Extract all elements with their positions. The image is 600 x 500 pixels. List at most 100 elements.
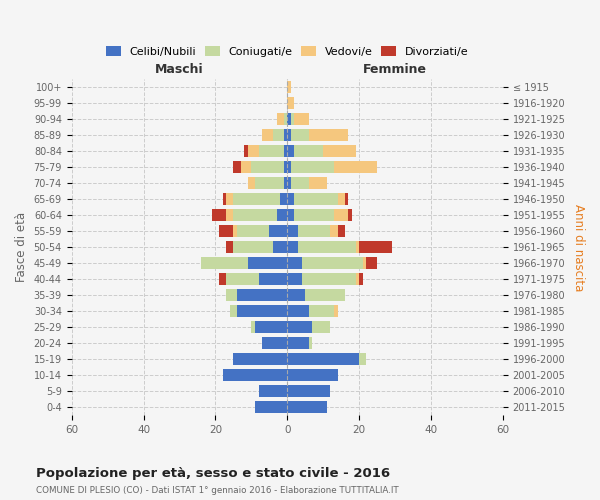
Bar	[277, 114, 284, 126]
Bar	[302, 258, 363, 270]
Bar	[323, 146, 356, 158]
Bar	[248, 178, 255, 190]
Bar	[287, 162, 291, 173]
Bar	[287, 114, 291, 126]
Bar	[284, 178, 287, 190]
Bar	[233, 162, 241, 173]
Bar	[233, 194, 280, 205]
Bar	[359, 242, 392, 254]
Bar	[295, 146, 323, 158]
Bar	[356, 242, 359, 254]
Bar	[284, 130, 287, 141]
Bar	[298, 226, 331, 237]
Bar	[367, 258, 377, 270]
Bar	[309, 178, 327, 190]
Bar	[237, 306, 287, 318]
Bar	[226, 274, 259, 285]
Bar	[334, 162, 377, 173]
Bar	[305, 290, 345, 302]
Bar	[248, 146, 259, 158]
Bar	[359, 274, 363, 285]
Bar	[287, 338, 309, 349]
Bar	[287, 370, 338, 382]
Bar	[233, 226, 237, 237]
Bar	[251, 322, 255, 334]
Bar	[295, 114, 309, 126]
Bar	[255, 322, 287, 334]
Bar	[226, 290, 237, 302]
Bar	[201, 258, 248, 270]
Bar	[291, 130, 309, 141]
Bar	[244, 146, 248, 158]
Bar	[309, 338, 313, 349]
Bar	[284, 114, 287, 126]
Bar	[356, 274, 359, 285]
Bar	[313, 322, 331, 334]
Bar	[363, 258, 367, 270]
Bar	[284, 146, 287, 158]
Bar	[287, 146, 295, 158]
Bar	[345, 194, 349, 205]
Bar	[287, 274, 302, 285]
Bar	[233, 210, 277, 222]
Bar	[287, 306, 309, 318]
Bar	[226, 242, 233, 254]
Bar	[287, 210, 295, 222]
Bar	[309, 130, 349, 141]
Bar	[280, 194, 287, 205]
Bar	[349, 210, 352, 222]
Bar	[237, 290, 287, 302]
Bar	[287, 290, 305, 302]
Bar	[212, 210, 226, 222]
Bar	[338, 226, 345, 237]
Bar	[248, 258, 287, 270]
Bar	[259, 274, 287, 285]
Bar	[359, 354, 367, 366]
Bar	[230, 306, 237, 318]
Bar	[269, 226, 287, 237]
Bar	[262, 338, 287, 349]
Bar	[287, 354, 359, 366]
Bar	[219, 274, 226, 285]
Bar	[287, 258, 302, 270]
Bar	[295, 194, 338, 205]
Bar	[287, 226, 298, 237]
Bar	[284, 162, 287, 173]
Bar	[255, 402, 287, 413]
Bar	[287, 194, 295, 205]
Bar	[331, 226, 338, 237]
Bar	[291, 178, 309, 190]
Bar	[287, 82, 291, 94]
Text: Femmine: Femmine	[363, 63, 427, 76]
Bar	[287, 242, 298, 254]
Bar	[334, 306, 338, 318]
Bar	[262, 130, 273, 141]
Bar	[273, 130, 284, 141]
Bar	[259, 386, 287, 398]
Bar	[273, 242, 287, 254]
Bar	[334, 210, 349, 222]
Bar	[277, 210, 287, 222]
Bar	[226, 210, 233, 222]
Y-axis label: Fasce di età: Fasce di età	[15, 212, 28, 282]
Text: Maschi: Maschi	[155, 63, 204, 76]
Bar	[223, 370, 287, 382]
Bar	[287, 386, 331, 398]
Bar	[233, 354, 287, 366]
Bar	[287, 322, 313, 334]
Bar	[226, 194, 233, 205]
Bar	[233, 242, 273, 254]
Bar	[287, 130, 291, 141]
Legend: Celibi/Nubili, Coniugati/e, Vedovi/e, Divorziati/e: Celibi/Nubili, Coniugati/e, Vedovi/e, Di…	[102, 42, 473, 61]
Y-axis label: Anni di nascita: Anni di nascita	[572, 204, 585, 291]
Bar	[259, 146, 284, 158]
Text: COMUNE DI PLESIO (CO) - Dati ISTAT 1° gennaio 2016 - Elaborazione TUTTITALIA.IT: COMUNE DI PLESIO (CO) - Dati ISTAT 1° ge…	[36, 486, 399, 495]
Bar	[291, 114, 295, 126]
Bar	[291, 162, 334, 173]
Bar	[287, 178, 291, 190]
Bar	[309, 306, 334, 318]
Bar	[255, 178, 284, 190]
Bar	[223, 194, 226, 205]
Bar	[338, 194, 345, 205]
Bar	[298, 242, 356, 254]
